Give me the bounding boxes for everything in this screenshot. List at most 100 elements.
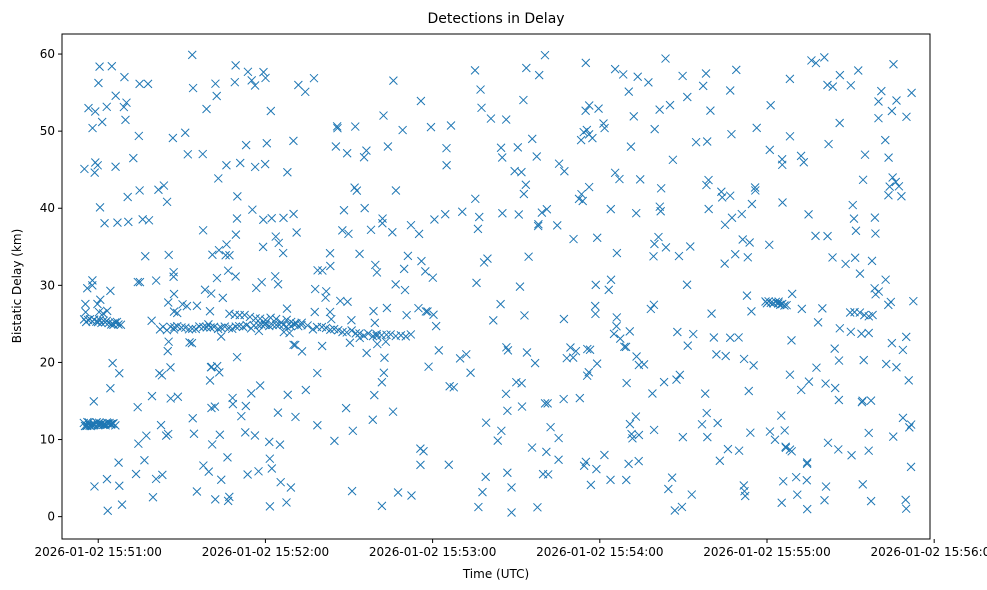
detection-point: [242, 320, 252, 330]
detection-point: [267, 464, 277, 473]
detection-point: [274, 238, 284, 248]
detection-point: [697, 419, 707, 429]
detection-point: [133, 277, 143, 287]
detection-point: [649, 300, 659, 310]
detection-point: [853, 66, 863, 75]
detection-point: [250, 81, 260, 90]
detection-point: [887, 106, 897, 116]
detection-point: [585, 345, 595, 355]
detection-point: [431, 321, 441, 331]
detection-point: [123, 217, 133, 227]
detection-point: [111, 421, 120, 430]
detection-point: [907, 88, 916, 98]
detection-point: [612, 248, 622, 258]
detection-point: [634, 456, 644, 466]
detection-point: [261, 315, 270, 325]
detection-point: [282, 498, 291, 507]
detection-point: [655, 105, 664, 114]
detection-point: [312, 368, 322, 378]
detection-point: [817, 304, 827, 313]
detection-point: [727, 213, 737, 223]
detection-point: [270, 271, 280, 281]
detection-point: [111, 91, 121, 101]
detection-point: [747, 199, 757, 209]
detection-point: [650, 124, 660, 134]
detection-point: [246, 389, 256, 398]
detection-point: [271, 314, 281, 324]
detection-point: [720, 259, 730, 268]
detection-point: [366, 225, 376, 235]
detection-point: [782, 300, 791, 310]
detection-point: [904, 375, 914, 385]
detection-point: [347, 486, 357, 496]
detection-point: [704, 175, 713, 185]
detection-point: [571, 346, 581, 356]
detection-point: [330, 436, 339, 446]
detection-point: [223, 266, 233, 276]
detection-point: [282, 315, 292, 325]
detection-point: [682, 280, 692, 290]
detection-point: [625, 327, 635, 336]
detection-point: [834, 356, 844, 365]
detection-point: [859, 355, 869, 365]
detection-point: [215, 430, 225, 440]
detection-point: [183, 149, 193, 159]
detection-point: [835, 70, 845, 80]
detection-point: [577, 189, 586, 199]
detection-point: [377, 501, 387, 511]
detection-point: [592, 464, 601, 474]
detection-point: [855, 269, 865, 278]
detection-point: [670, 506, 680, 515]
detection-point: [881, 275, 890, 285]
detection-point: [204, 320, 213, 329]
detection-point: [268, 320, 278, 330]
detection-point: [286, 483, 296, 492]
detection-point: [661, 243, 671, 252]
detection-point: [656, 206, 666, 216]
detection-point: [214, 368, 224, 377]
detection-point: [891, 177, 901, 187]
detection-point: [265, 502, 275, 511]
detection-point: [192, 487, 202, 496]
detection-point: [169, 267, 179, 277]
detection-point: [502, 342, 511, 352]
detection-point: [802, 459, 812, 469]
detection-point: [668, 155, 678, 165]
axis-ticks: 2026-01-02 15:51:00 2026-01-02 15:52:00 20…: [34, 47, 987, 559]
detection-point: [283, 390, 293, 400]
detection-point: [470, 66, 480, 75]
detection-point: [554, 455, 563, 465]
detection-point: [230, 77, 240, 87]
detection-point: [846, 327, 856, 337]
detection-point: [321, 286, 331, 296]
detection-point: [880, 135, 890, 145]
detection-point: [860, 150, 870, 160]
detection-point: [834, 395, 844, 405]
detection-point: [273, 279, 283, 289]
detection-point: [766, 298, 776, 308]
detection-point: [337, 225, 347, 235]
detection-point: [266, 106, 276, 116]
detection-point: [835, 118, 845, 128]
detection-point: [737, 209, 747, 219]
detection-point: [665, 100, 675, 110]
detection-point: [108, 319, 117, 328]
detection-point: [107, 61, 117, 71]
detection-point: [140, 455, 149, 465]
detection-point: [377, 377, 387, 387]
detection-point: [633, 72, 643, 82]
detection-point: [241, 401, 251, 411]
detection-point: [325, 307, 335, 317]
detection-point: [317, 341, 327, 351]
detection-point: [624, 87, 634, 96]
detection-point: [581, 106, 590, 116]
detection-point: [416, 460, 425, 470]
detection-point: [586, 480, 596, 490]
detection-point: [884, 153, 893, 162]
detection-point: [702, 432, 712, 442]
detection-point: [496, 299, 505, 309]
detection-point: [902, 112, 911, 122]
detection-point: [559, 314, 569, 324]
detection-point: [473, 224, 483, 234]
detection-point: [332, 122, 342, 131]
